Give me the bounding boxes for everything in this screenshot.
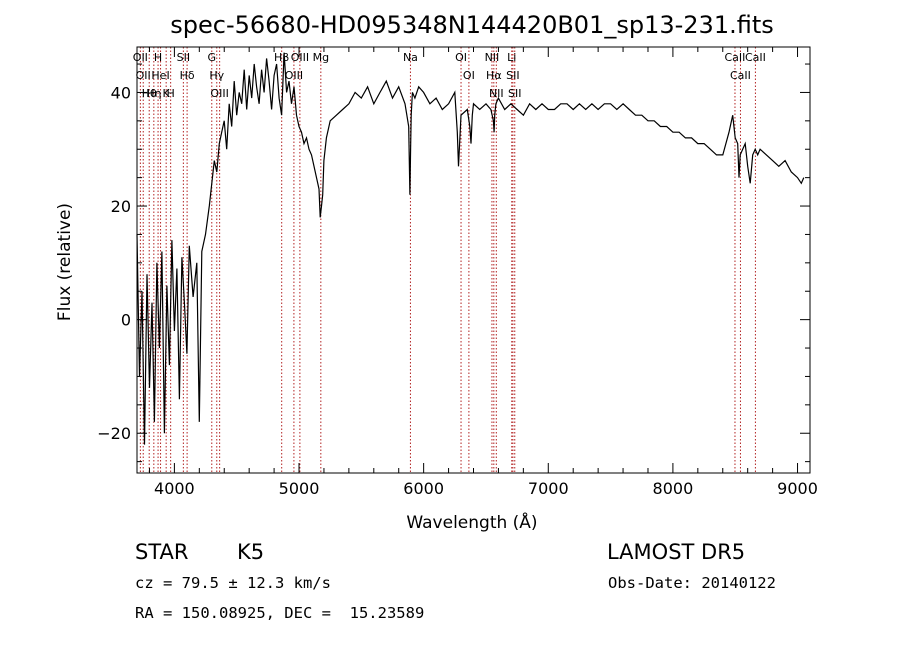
line-label-7: H: [167, 87, 175, 100]
line-label-26: CaII: [725, 51, 746, 64]
line-label-9: Hδ: [180, 69, 195, 82]
spectral-subclass: K5: [237, 540, 265, 564]
line-label-22: NII: [489, 87, 504, 100]
plot-frame: [136, 46, 811, 474]
chart-title: spec-56680-HD095348N144420B01_sp13-231.f…: [170, 11, 774, 39]
line-label-21: Hα: [486, 69, 502, 82]
line-label-15: OIII: [291, 51, 309, 64]
line-label-6: K: [163, 87, 171, 100]
line-label-16: Mg: [313, 51, 329, 64]
line-label-27: CaII: [730, 69, 751, 82]
object-class: STAR: [135, 540, 189, 564]
line-label-14: OIII: [285, 69, 303, 82]
spectral-line-markers: [139, 47, 756, 473]
line-label-5: HeI: [151, 69, 169, 82]
coordinates-text: RA = 150.08925, DEC = 15.23589: [135, 604, 425, 622]
line-label-25: SII: [508, 87, 521, 100]
line-label-23: Li: [507, 51, 516, 64]
obs-date-text: Obs-Date: 20140122: [608, 574, 776, 592]
line-label-12: OIII: [210, 87, 228, 100]
line-label-1: OII: [136, 69, 151, 82]
x-tick-label-1: 5000: [279, 479, 320, 498]
line-label-20: NII: [485, 51, 500, 64]
x-tick-label-3: 7000: [528, 479, 569, 498]
x-axis-label: Wavelength (Å): [406, 511, 537, 533]
redshift-text: cz = 79.5 ± 12.3 km/s: [135, 574, 331, 592]
line-label-11: Hγ: [209, 69, 224, 82]
line-label-17: Na: [403, 51, 418, 64]
line-label-28: CaII: [745, 51, 766, 64]
y-axis-label: Flux (relative): [55, 203, 75, 321]
x-tick-label-2: 6000: [403, 479, 444, 498]
x-tick-label-5: 9000: [777, 479, 818, 498]
y-axis-ticks: −20 0 20 40: [97, 63, 810, 463]
line-label-8: SII: [177, 51, 190, 64]
y-tick-label-3: 40: [111, 83, 131, 102]
y-tick-label-1: 0: [121, 311, 131, 330]
y-tick-label-0: −20: [97, 424, 131, 443]
line-label-2: Hθ: [142, 87, 157, 100]
line-label-0: OII: [133, 51, 148, 64]
line-label-24: SII: [506, 69, 519, 82]
line-label-18: OI: [455, 51, 467, 64]
y-tick-label-2: 20: [111, 197, 131, 216]
line-label-19: OI: [463, 69, 475, 82]
x-tick-label-0: 4000: [154, 479, 195, 498]
survey-name: LAMOST DR5: [607, 540, 746, 564]
line-label-10: G: [208, 51, 217, 64]
line-label-3: Hη: [146, 87, 161, 100]
line-label-13: Hβ: [274, 51, 289, 64]
spectrum-curve: [136, 52, 805, 445]
line-label-4: H: [154, 51, 162, 64]
x-tick-label-4: 8000: [653, 479, 694, 498]
x-axis-ticks: 4000 5000 6000 7000 8000 9000: [148, 47, 818, 498]
